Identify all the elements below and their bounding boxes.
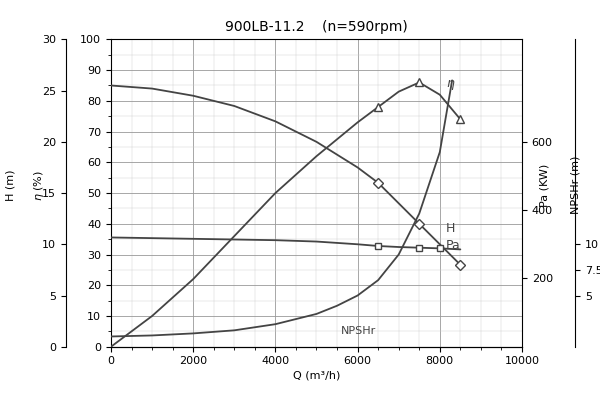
Text: NPSHr (m): NPSHr (m) bbox=[571, 156, 581, 214]
Text: H (m): H (m) bbox=[6, 169, 16, 201]
X-axis label: Q (m³/h): Q (m³/h) bbox=[293, 371, 340, 381]
Text: Pa (KW): Pa (KW) bbox=[540, 164, 550, 207]
Text: $\eta$: $\eta$ bbox=[446, 78, 455, 93]
Text: Pa: Pa bbox=[446, 240, 461, 253]
Text: $\eta$ (%): $\eta$ (%) bbox=[32, 170, 46, 201]
Title: 900LB-11.2    (n=590rpm): 900LB-11.2 (n=590rpm) bbox=[225, 20, 408, 34]
Text: NPSHr: NPSHr bbox=[341, 326, 376, 336]
Text: H: H bbox=[446, 223, 455, 235]
